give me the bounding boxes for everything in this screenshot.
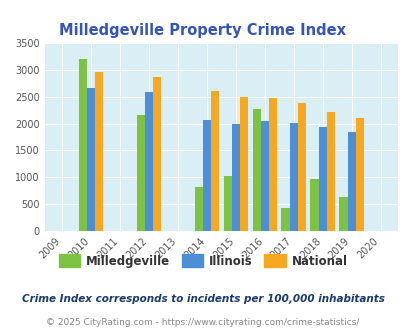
- Bar: [223, 176, 231, 231]
- Bar: [145, 92, 153, 231]
- Bar: [297, 103, 305, 231]
- Bar: [326, 112, 334, 231]
- Bar: [79, 59, 87, 231]
- Text: © 2025 CityRating.com - https://www.cityrating.com/crime-statistics/: © 2025 CityRating.com - https://www.city…: [46, 318, 359, 327]
- Bar: [231, 124, 239, 231]
- Bar: [153, 77, 161, 231]
- Bar: [355, 117, 363, 231]
- Bar: [347, 132, 355, 231]
- Text: Crime Index corresponds to incidents per 100,000 inhabitants: Crime Index corresponds to incidents per…: [21, 294, 384, 304]
- Bar: [318, 127, 326, 231]
- Bar: [339, 197, 347, 231]
- Bar: [87, 87, 95, 231]
- Bar: [95, 72, 103, 231]
- Bar: [289, 123, 297, 231]
- Bar: [239, 97, 247, 231]
- Bar: [268, 98, 276, 231]
- Legend: Milledgeville, Illinois, National: Milledgeville, Illinois, National: [54, 249, 351, 272]
- Bar: [252, 109, 260, 231]
- Bar: [310, 179, 318, 231]
- Bar: [210, 91, 218, 231]
- Bar: [202, 120, 210, 231]
- Bar: [281, 209, 289, 231]
- Text: Milledgeville Property Crime Index: Milledgeville Property Crime Index: [60, 23, 345, 38]
- Bar: [136, 115, 145, 231]
- Bar: [194, 187, 202, 231]
- Bar: [260, 121, 268, 231]
